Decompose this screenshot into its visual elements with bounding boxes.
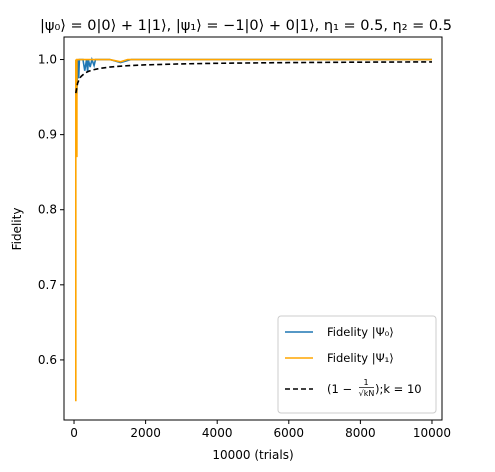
series-line-bound bbox=[75, 61, 432, 94]
x-tick-label: 10000 bbox=[413, 426, 451, 440]
y-axis-label: Fidelity bbox=[10, 208, 24, 251]
chart-title: |ψ₀⟩ = 0|0⟩ + 1|1⟩, |ψ₁⟩ = −1|0⟩ + 0|1⟩,… bbox=[40, 18, 452, 34]
legend-box bbox=[277, 315, 437, 414]
legend: Fidelity |Ψ₀⟩ Fidelity |Ψ₁⟩ (1 − 1 √kN )… bbox=[277, 315, 437, 414]
legend-label-psi0: Fidelity |Ψ₀⟩ bbox=[327, 325, 394, 339]
x-tick-label: 2000 bbox=[130, 426, 161, 440]
series-line-psi0 bbox=[75, 56, 432, 94]
x-axis-label: 10000 (trials) bbox=[212, 448, 293, 462]
legend-label-bound-suffix: );k = 10 bbox=[375, 382, 422, 396]
x-tick-label: 6000 bbox=[274, 426, 305, 440]
y-tick-label: 0.9 bbox=[38, 128, 57, 142]
y-tick-label: 0.8 bbox=[38, 203, 57, 217]
legend-label-bound-prefix: (1 − bbox=[327, 382, 352, 396]
plot-frame bbox=[63, 36, 443, 421]
x-axis: 0 2000 4000 6000 8000 10000 bbox=[70, 420, 451, 440]
x-tick-label: 0 bbox=[70, 426, 78, 440]
y-tick-label: 0.7 bbox=[38, 278, 57, 292]
legend-label-bound-numerator: 1 bbox=[363, 378, 368, 387]
y-axis: 0.6 0.7 0.8 0.9 1.0 bbox=[38, 53, 64, 367]
legend-label-bound-denominator: √kN bbox=[359, 389, 375, 398]
series-line-psi1 bbox=[75, 58, 432, 402]
y-tick-label: 1.0 bbox=[38, 53, 57, 67]
legend-label-psi1: Fidelity |Ψ₁⟩ bbox=[327, 351, 394, 365]
series-layer bbox=[75, 56, 432, 402]
x-tick-label: 8000 bbox=[345, 426, 376, 440]
x-tick-label: 4000 bbox=[202, 426, 233, 440]
y-tick-label: 0.6 bbox=[38, 353, 57, 367]
